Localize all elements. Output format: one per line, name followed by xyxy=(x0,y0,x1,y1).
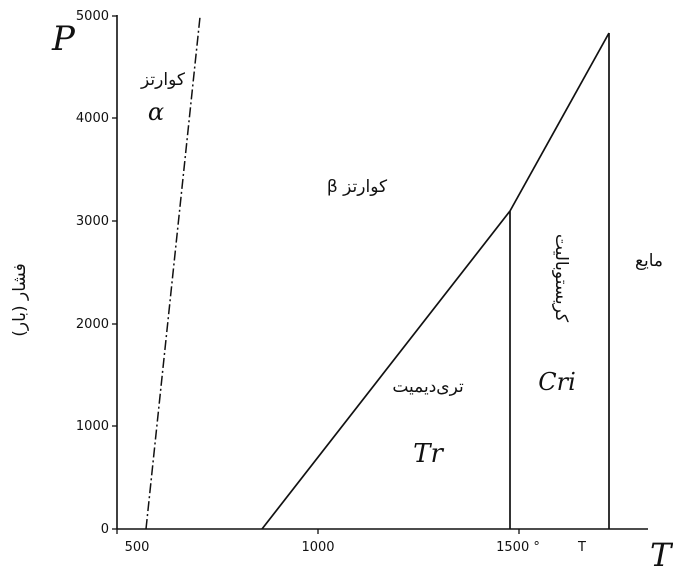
y-ticks xyxy=(112,15,117,530)
y-tick-label-0: 0 xyxy=(101,522,109,537)
y-axis-label-wrap: فشار (بار) xyxy=(0,180,40,420)
x-axis-symbol: T xyxy=(650,536,673,569)
y-tick-label-3000: 3000 xyxy=(76,214,109,229)
y-axis-label: فشار (بار) xyxy=(10,263,30,337)
liquid-label: مایع xyxy=(635,251,663,271)
boundary-beta-cristobalite xyxy=(509,32,610,212)
x-ticks xyxy=(116,529,520,534)
cristobalite-label: کریستوبالیت xyxy=(551,234,571,323)
tridymite-symbol: Tr xyxy=(413,439,444,469)
boundary-alpha-beta xyxy=(145,16,201,530)
y-tick-label-2000: 2000 xyxy=(76,317,109,332)
y-tick-label-4000: 4000 xyxy=(76,111,109,126)
beta-quartz-label: کوارتز β xyxy=(327,177,388,197)
x-tick-label-500: 500 xyxy=(125,540,150,555)
x-tick-label-t: T xyxy=(577,540,586,555)
y-axis-symbol: P xyxy=(51,19,76,59)
x-tick-label-1500: 1500 ° xyxy=(496,540,540,555)
alpha-symbol: α xyxy=(148,98,164,126)
cristobalite-symbol: Cri xyxy=(538,368,576,396)
alpha-quartz-label: کوارتز xyxy=(140,70,186,90)
y-tick-label-5000: 5000 xyxy=(76,9,109,24)
y-tick-label-1000: 1000 xyxy=(76,419,109,434)
x-tick-label-1000: 1000 xyxy=(301,540,334,555)
boundary-beta-tridymite xyxy=(261,210,511,530)
tridymite-label: تری‌دیمیت xyxy=(392,377,464,397)
